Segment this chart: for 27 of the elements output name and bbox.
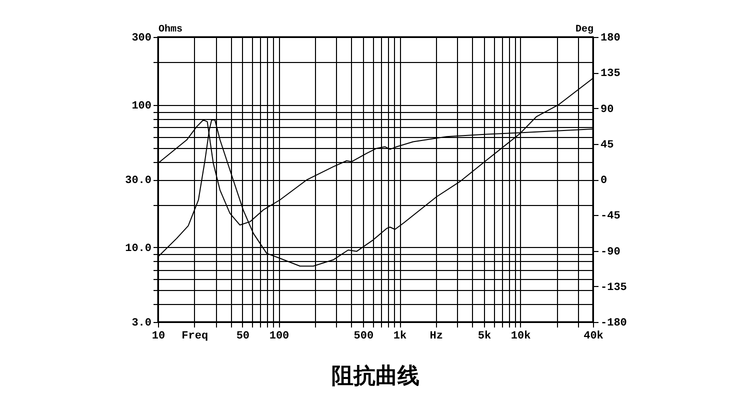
x-tick-label: 10k bbox=[510, 330, 532, 342]
y2-tick-label: 45 bbox=[600, 139, 614, 152]
y2-axis-title: Deg bbox=[575, 24, 594, 36]
y-tick-label: 30.0 bbox=[125, 175, 152, 187]
y2-tick-label: 180 bbox=[600, 32, 620, 44]
y-tick-label: 3.0 bbox=[132, 318, 152, 330]
x-tick-label: 50 bbox=[236, 330, 250, 342]
y-tick-label: 300 bbox=[132, 32, 152, 44]
x-tick-label: 1k bbox=[393, 330, 408, 342]
y-axis-title: Ohms bbox=[158, 24, 183, 36]
x-tick-label: 10 bbox=[152, 330, 166, 342]
y2-tick-label: -45 bbox=[600, 210, 621, 223]
x-tick-label: Hz bbox=[430, 330, 443, 342]
y-tick-label: 10.0 bbox=[125, 242, 152, 255]
y2-tick-label: -135 bbox=[600, 282, 628, 294]
y2-tick-label: 135 bbox=[600, 68, 621, 80]
y2-tick-label: -90 bbox=[600, 246, 620, 258]
x-tick-label: Freq bbox=[182, 330, 208, 342]
y2-tick-label: -180 bbox=[600, 318, 627, 330]
y2-tick-label: 0 bbox=[600, 175, 608, 187]
text: 阻抗曲线 bbox=[332, 364, 420, 389]
x-tick-label: 5k bbox=[478, 330, 492, 342]
y-tick-label: 100 bbox=[132, 100, 152, 112]
x-tick-label: 40k bbox=[584, 330, 604, 342]
x-tick-label: 500 bbox=[354, 330, 374, 342]
y2-tick-label: 90 bbox=[600, 104, 614, 116]
x-tick-label: 100 bbox=[269, 330, 290, 342]
